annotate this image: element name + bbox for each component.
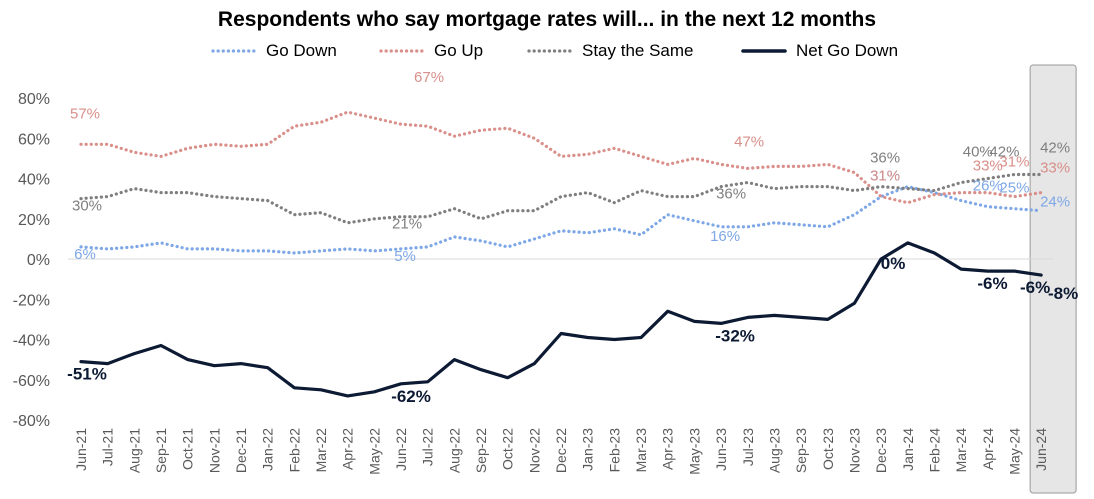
x-tick-label: Apr-24 bbox=[980, 428, 996, 470]
data-label: 67% bbox=[414, 69, 444, 86]
x-tick-label: Dec-22 bbox=[553, 428, 569, 473]
x-tick-label: Jun-22 bbox=[393, 428, 409, 471]
legend: Go Down Go Up Stay the Same Net Go Down bbox=[0, 41, 1094, 65]
data-label: 47% bbox=[734, 133, 764, 150]
data-label: 6% bbox=[74, 246, 96, 263]
y-tick-label: -80% bbox=[13, 413, 50, 430]
x-tick-label: Sep-23 bbox=[793, 428, 809, 473]
x-tick-label: Nov-23 bbox=[846, 428, 862, 473]
series-line-go-up bbox=[79, 110, 1043, 205]
y-tick-label: 80% bbox=[18, 91, 50, 108]
y-tick-label: -20% bbox=[13, 292, 50, 309]
x-tick-label: Jun-24 bbox=[1033, 428, 1049, 471]
legend-item: Stay the Same bbox=[526, 41, 694, 61]
data-label: 42% bbox=[989, 143, 1019, 160]
data-label: 33% bbox=[1040, 160, 1070, 177]
x-tick-label: Aug-21 bbox=[126, 428, 142, 473]
x-tick-label: May-24 bbox=[1006, 428, 1022, 475]
x-tick-label: Nov-22 bbox=[526, 428, 542, 473]
data-label: 31% bbox=[870, 168, 900, 185]
x-tick-label: Jan-22 bbox=[260, 428, 276, 471]
data-label: 16% bbox=[710, 228, 740, 245]
x-tick-label: Dec-21 bbox=[233, 428, 249, 473]
series-line-net-go-down bbox=[79, 241, 1043, 398]
x-tick-label: Jul-21 bbox=[100, 428, 116, 466]
legend-item: Net Go Down bbox=[740, 41, 898, 61]
data-label: 42% bbox=[1040, 139, 1070, 156]
x-tick-label: Mar-24 bbox=[953, 428, 969, 473]
x-tick-label: Oct-23 bbox=[820, 428, 836, 470]
series-line-stay-the-same bbox=[79, 172, 1043, 225]
y-tick-label: 0% bbox=[27, 252, 50, 269]
data-label: 31% bbox=[999, 154, 1029, 171]
x-tick-label: Jun-21 bbox=[73, 428, 89, 471]
x-tick-label: May-22 bbox=[366, 428, 382, 475]
data-label: 33% bbox=[973, 158, 1003, 175]
x-tick-label: Oct-21 bbox=[180, 428, 196, 470]
x-tick-label: Apr-23 bbox=[660, 428, 676, 470]
data-label: -6% bbox=[977, 274, 1007, 293]
data-label: 30% bbox=[72, 198, 102, 215]
data-label: 24% bbox=[1040, 194, 1070, 211]
legend-label: Stay the Same bbox=[582, 41, 694, 60]
x-tick-label: Oct-22 bbox=[500, 428, 516, 470]
x-tick-label: Feb-24 bbox=[926, 428, 942, 473]
x-tick-label: May-23 bbox=[686, 428, 702, 475]
x-tick-label: Aug-22 bbox=[446, 428, 462, 473]
legend-item: Go Up bbox=[378, 41, 483, 61]
x-tick-label: Dec-23 bbox=[873, 428, 889, 473]
x-tick-label: Nov-21 bbox=[206, 428, 222, 473]
x-tick-label: Jul-23 bbox=[740, 428, 756, 466]
x-tick-label: Jan-23 bbox=[580, 428, 596, 471]
data-label: 31% bbox=[870, 168, 900, 185]
x-tick-label: Aug-23 bbox=[766, 428, 782, 473]
y-tick-label: 60% bbox=[18, 131, 50, 148]
legend-swatch bbox=[741, 49, 787, 53]
data-label: 57% bbox=[70, 105, 100, 122]
x-tick-label: Feb-23 bbox=[606, 428, 622, 473]
y-tick-label: -40% bbox=[13, 333, 50, 350]
data-label: 36% bbox=[716, 186, 746, 203]
x-tick-label: Mar-23 bbox=[633, 428, 649, 473]
data-label: -51% bbox=[67, 365, 107, 384]
data-label: -8% bbox=[1048, 284, 1078, 303]
chart-title: Respondents who say mortgage rates will.… bbox=[217, 8, 877, 31]
x-tick-label: Apr-22 bbox=[340, 428, 356, 470]
x-tick-label: Feb-22 bbox=[286, 428, 302, 473]
x-tick-label: Mar-22 bbox=[313, 428, 329, 473]
data-label: -62% bbox=[391, 387, 431, 406]
data-label: 25% bbox=[999, 180, 1029, 197]
y-tick-label: 40% bbox=[18, 172, 50, 189]
x-tick-label: Jul-22 bbox=[420, 428, 436, 466]
data-label: 40% bbox=[963, 144, 993, 161]
data-label: 21% bbox=[392, 216, 422, 233]
legend-swatch bbox=[527, 49, 573, 53]
legend-label: Go Down bbox=[266, 41, 337, 60]
y-tick-label: -60% bbox=[13, 373, 50, 390]
data-label: 0% bbox=[881, 254, 906, 273]
legend-swatch bbox=[379, 49, 425, 53]
data-label: 26% bbox=[973, 178, 1003, 195]
legend-label: Net Go Down bbox=[796, 41, 899, 60]
x-tick-label: Jan-24 bbox=[900, 428, 916, 471]
legend-label: Go Up bbox=[434, 41, 484, 60]
x-tick-label: Sep-21 bbox=[153, 428, 169, 473]
data-label: 5% bbox=[394, 248, 416, 265]
highlight-box bbox=[1029, 64, 1077, 494]
legend-swatch bbox=[211, 49, 257, 53]
x-tick-label: Sep-22 bbox=[473, 428, 489, 473]
x-tick-label: Jun-23 bbox=[713, 428, 729, 471]
y-tick-label: 20% bbox=[18, 212, 50, 229]
data-label: 36% bbox=[870, 150, 900, 167]
data-label: -6% bbox=[1020, 278, 1050, 297]
data-label: -32% bbox=[715, 326, 755, 345]
legend-item: Go Down bbox=[210, 41, 337, 61]
